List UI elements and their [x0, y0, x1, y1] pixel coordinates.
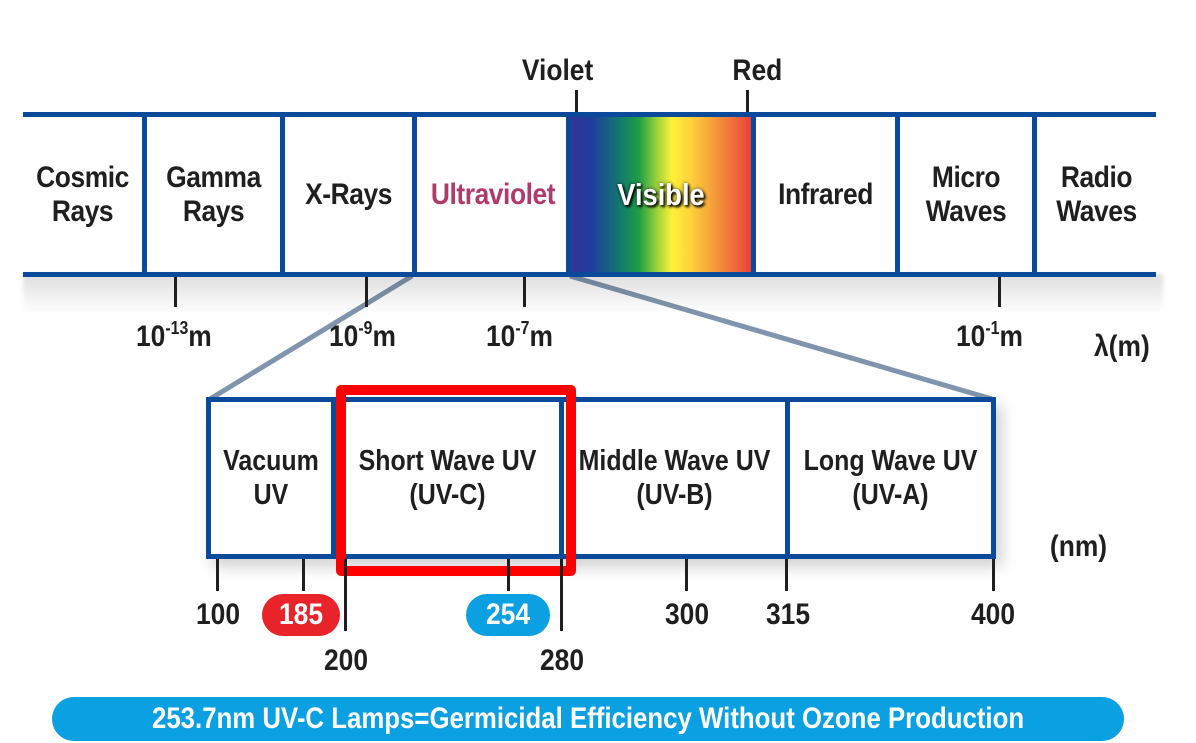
wavelength-tick	[523, 277, 526, 307]
germicidal-banner: 253.7nm UV-C Lamps=Germicidal Efficiency…	[52, 697, 1124, 741]
band-micro-waves: Micro Waves	[925, 160, 1007, 228]
band-cosmic-rays: Cosmic Rays	[36, 160, 129, 228]
band-divider	[412, 112, 417, 277]
germicidal-wavelength-badge: 254	[466, 594, 550, 636]
uv-band-long-wave-uva: Long Wave UV (UV-A)	[803, 445, 978, 511]
wavelength-tick	[365, 277, 368, 307]
nm-tick-400	[992, 559, 995, 591]
wavelength-axis-unit: λ(m)	[1094, 330, 1150, 363]
visible-gradient	[569, 117, 753, 272]
band-radio-waves: Radio Waves	[1056, 160, 1137, 228]
ozone-wavelength-badge: 185	[262, 594, 340, 636]
wavelength-label-1e-7: 10-7m	[486, 318, 553, 353]
nm-label-100: 100	[195, 598, 241, 631]
band-divider	[895, 112, 900, 277]
nm-unit-label: (nm)	[1049, 530, 1108, 563]
band-top-line	[23, 112, 1156, 117]
uv-divider	[785, 397, 790, 559]
band-bottom-line	[23, 272, 1156, 277]
uvc-highlight-box	[336, 385, 576, 576]
band-ultraviolet: Ultraviolet	[430, 177, 556, 211]
wavelength-tick	[998, 277, 1001, 307]
band-divider	[751, 112, 756, 277]
band-infrared: Infrared	[778, 177, 873, 211]
wavelength-tick	[174, 277, 177, 307]
nm-tick-100	[216, 559, 219, 591]
band-visible: Visible	[617, 176, 705, 212]
nm-label-400: 400	[970, 598, 1016, 631]
nm-label-200: 200	[323, 644, 369, 677]
wavelength-label-1e-13: 10-13m	[136, 318, 212, 353]
nm-label-315: 315	[765, 598, 811, 631]
uv-band-vacuum: Vacuum UV	[223, 445, 319, 511]
uv-band-middle-wave-uvb: Middle Wave UV (UV-B)	[578, 445, 771, 511]
nm-label-280: 280	[539, 644, 585, 677]
band-divider	[566, 112, 571, 277]
red-marker-label: Red	[732, 54, 783, 87]
wavelength-label-1e-1: 10-1m	[956, 318, 1023, 353]
nm-tick-185	[302, 559, 305, 591]
band-gamma-rays: Gamma Rays	[166, 160, 261, 228]
nm-tick-254	[507, 559, 510, 591]
uv-divider	[559, 397, 564, 559]
band-x-rays: X-Rays	[305, 177, 392, 211]
band-divider	[1032, 112, 1037, 277]
violet-marker-label: Violet	[521, 54, 594, 87]
red-marker-tick	[746, 90, 749, 114]
nm-tick-200	[344, 559, 347, 631]
nm-tick-300	[685, 559, 688, 591]
violet-marker-tick	[575, 90, 578, 114]
band-divider	[280, 112, 285, 277]
wavelength-label-1e-9: 10-9m	[329, 318, 396, 353]
uv-band-short-wave-uvc: Short Wave UV (UV-C)	[358, 445, 537, 511]
uv-divider	[331, 397, 336, 559]
electromagnetic-spectrum-band: Cosmic Rays Gamma Rays X-Rays Ultraviolet …	[23, 112, 1156, 277]
band-shadow	[23, 274, 1163, 314]
nm-tick-315	[785, 559, 788, 591]
nm-tick-280	[560, 559, 563, 631]
nm-label-300: 300	[664, 598, 710, 631]
band-divider	[142, 112, 147, 277]
